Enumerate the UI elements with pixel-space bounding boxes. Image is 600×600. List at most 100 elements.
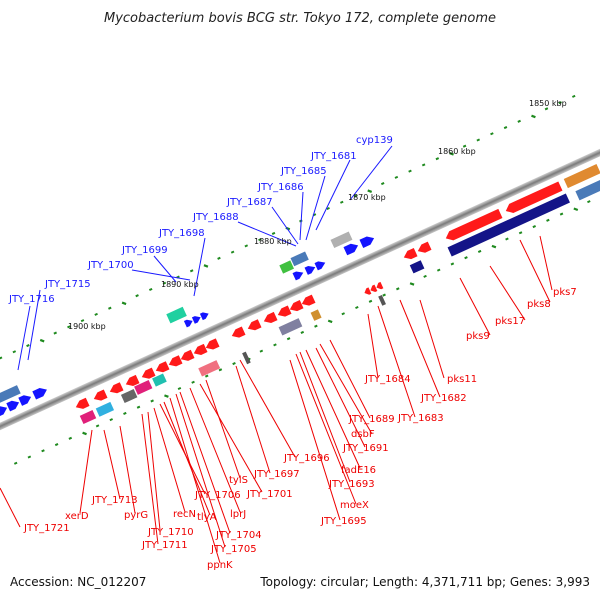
reverse-gene	[277, 305, 292, 317]
scale-tick	[94, 312, 98, 316]
gene-label-top[interactable]: JTY_1699	[121, 245, 168, 256]
scale-tick	[135, 294, 139, 298]
gene-label-bottom[interactable]: JTY_1706	[194, 490, 241, 501]
gene-box	[166, 306, 187, 324]
gene-box-magenta	[134, 380, 153, 395]
gene-label-top[interactable]: JTY_1686	[257, 182, 304, 193]
genome-summary-text: Topology: circular; Length: 4,371,711 bp…	[259, 575, 590, 589]
scale-tick	[341, 312, 345, 316]
gene-label-bottom[interactable]: JTY_1721	[23, 523, 70, 534]
gene-label-bottom[interactable]: recN	[173, 509, 196, 520]
gene-label-top[interactable]: JTY_1715	[44, 279, 91, 290]
reverse-gene	[417, 241, 432, 253]
reverse-gene	[193, 343, 208, 355]
scale-tick	[423, 274, 427, 278]
tick-label: 1890 kbp	[161, 280, 199, 289]
gene-label-bottom[interactable]: JTY_1691	[342, 443, 389, 454]
gene-label-bottom[interactable]: pks7	[553, 287, 577, 298]
gene-label-bottom[interactable]: xerD	[65, 511, 89, 522]
gene-label-bottom[interactable]: ppnK	[207, 560, 233, 571]
gene-label-bottom[interactable]: JTY_1684	[364, 374, 411, 385]
gene-box	[95, 401, 115, 417]
gene-label-bottom[interactable]: JTY_1696	[283, 453, 330, 464]
gene-label-bottom[interactable]: JTY_1693	[328, 479, 375, 490]
scale-tick	[230, 250, 235, 254]
scale-tick	[326, 206, 330, 211]
gene-label-bottom[interactable]: JTY_1710	[147, 527, 194, 538]
forward-gene	[183, 319, 193, 328]
gene-box	[152, 373, 167, 387]
scale-tick	[203, 264, 209, 268]
gene-box-lime	[279, 260, 294, 274]
scale-tick	[27, 455, 32, 459]
reverse-gene	[109, 382, 124, 394]
gene-label-bottom[interactable]: JTY_1697	[253, 469, 300, 480]
scale-tick	[244, 244, 249, 248]
scale-tick	[464, 256, 468, 260]
gene-label-bottom[interactable]: pks9	[466, 331, 490, 342]
gene-box-blue	[575, 178, 600, 201]
gene-label-top[interactable]: JTY_1687	[226, 197, 273, 208]
gene-box-pink	[198, 360, 221, 377]
gene-label-bottom[interactable]: lprJ	[230, 509, 246, 520]
gene-label-top[interactable]: cyp139	[356, 135, 393, 146]
gene-label-bottom[interactable]: moeX	[340, 500, 369, 511]
gene-label-bottom[interactable]: JTY_1682	[420, 393, 467, 404]
reverse-gene	[125, 374, 140, 386]
gene-label-bottom[interactable]: pks11	[447, 374, 477, 385]
gene-label-top[interactable]: JTY_1681	[310, 151, 357, 162]
scale-tick	[449, 152, 454, 156]
scale-tick	[217, 256, 221, 260]
gene-label-bottom[interactable]: JTY_1683	[397, 413, 444, 424]
gene-label-bottom[interactable]: tlyA	[197, 512, 217, 523]
gene-label-top[interactable]: JTY_1700	[87, 260, 134, 271]
gene-arrow	[155, 361, 170, 373]
leader-line-top	[27, 289, 41, 361]
backbone-bar	[0, 144, 600, 435]
leader-line-bottom	[299, 351, 351, 483]
scale-tick	[408, 169, 412, 173]
gene-label-bottom[interactable]: JTY_1689	[348, 414, 395, 425]
gene-label-bottom[interactable]: pks8	[527, 299, 551, 310]
gene-label-top[interactable]: JTY_1685	[280, 166, 327, 177]
scale-tick	[396, 287, 400, 291]
gene-box-orange	[563, 164, 600, 189]
leader-line-bottom	[459, 277, 491, 336]
gene-box-green	[166, 306, 187, 324]
scale-tick	[546, 218, 550, 222]
gene-box-slate	[278, 318, 303, 336]
leader-line-bottom	[289, 359, 341, 521]
scale-tick	[271, 231, 276, 235]
gene-label-bottom[interactable]: JTY_1705	[210, 544, 257, 555]
gene-label-bottom[interactable]: JTY_1704	[215, 530, 262, 541]
gene-label-bottom[interactable]: dsbF	[351, 429, 375, 440]
gene-label-bottom[interactable]: JTY_1713	[91, 495, 138, 506]
scale-tick	[164, 394, 169, 398]
gene-arrow	[505, 181, 563, 214]
scale-tick	[421, 163, 426, 167]
gene-arrow	[93, 389, 108, 401]
scale-tick	[218, 368, 223, 372]
gene-label-top[interactable]: JTY_1688	[192, 212, 239, 223]
scale-tick	[121, 301, 127, 306]
gene-label-bottom[interactable]: tylS	[229, 475, 248, 486]
gene-label-bottom[interactable]: JTY_1695	[320, 516, 367, 527]
leader-line-bottom	[179, 391, 231, 534]
gene-label-bottom[interactable]: JTY_1711	[141, 540, 188, 551]
gene-arrow	[364, 287, 372, 295]
gene-label-bottom[interactable]: pks17	[495, 316, 525, 327]
reverse-gene	[205, 338, 220, 350]
gene-label-bottom[interactable]: fadE16	[341, 465, 376, 476]
gene-box	[279, 260, 294, 274]
leader-line-bottom	[103, 429, 121, 500]
gene-arrow	[180, 349, 195, 361]
gene-arrow	[18, 395, 32, 406]
gene-label-bottom[interactable]: JTY_1701	[246, 489, 293, 500]
scale-tick	[394, 175, 399, 179]
gene-label-top[interactable]: JTY_1716	[8, 294, 55, 305]
gene-arrow	[314, 261, 326, 271]
gene-label-bottom[interactable]: pyrG	[124, 510, 148, 521]
scale-tick	[558, 101, 562, 105]
scale-tick	[13, 461, 18, 465]
gene-label-top[interactable]: JTY_1698	[158, 228, 205, 239]
